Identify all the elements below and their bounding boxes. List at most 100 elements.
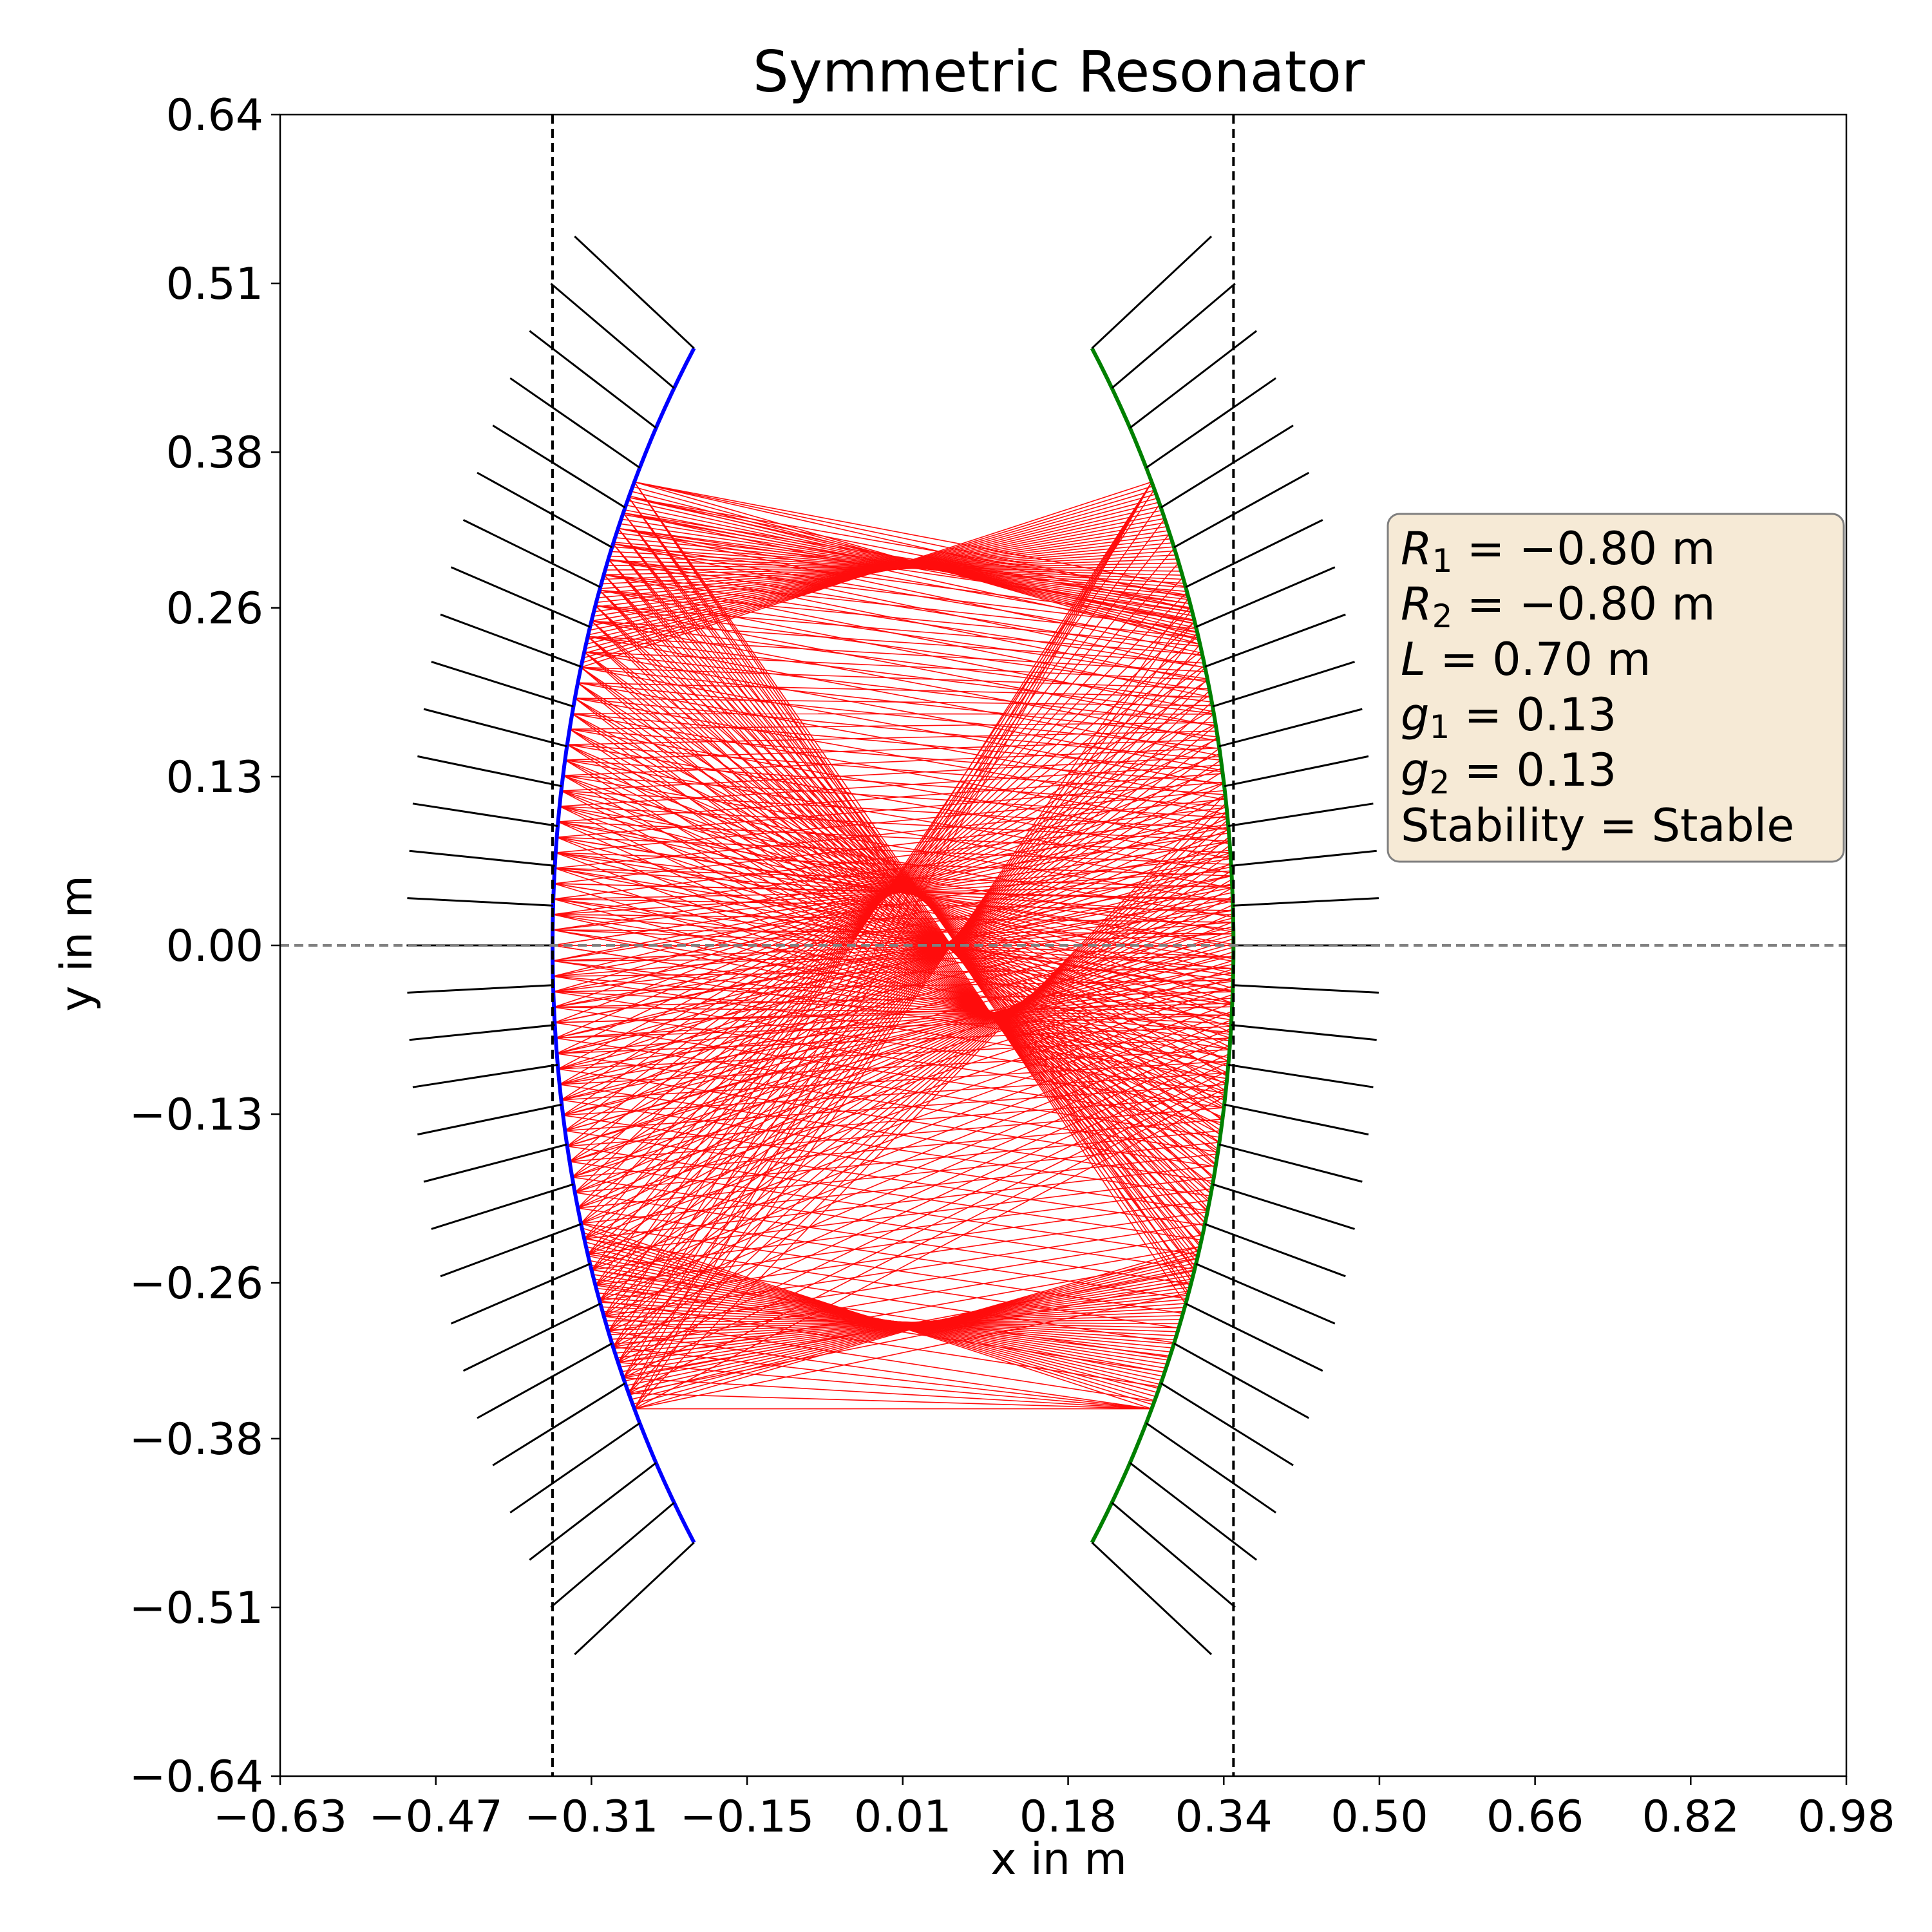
ray-line: [628, 497, 1189, 1296]
x-tick-label: 0.98: [1797, 1792, 1895, 1842]
hatch-line: [1160, 424, 1294, 509]
ray-line: [618, 527, 1203, 1238]
hatch-line: [1111, 283, 1236, 389]
ray-envelope-line: [629, 1258, 1198, 1396]
ray-line: [564, 759, 1218, 1152]
ray-line: [565, 1130, 1205, 1226]
hatch-line: [509, 377, 641, 469]
ray-line: [629, 1392, 1152, 1410]
ray-line: [591, 1019, 1232, 1271]
ray-line: [612, 543, 1195, 1271]
ray-line: [603, 667, 1206, 1317]
hatch-line: [1231, 1024, 1377, 1041]
ray-line: [572, 1119, 1223, 1178]
ray-line: [553, 815, 1227, 900]
hatch-line: [1212, 661, 1355, 708]
ray-line: [577, 904, 1233, 1209]
ray-line: [574, 977, 1234, 1193]
parameter-line: L = 0.70 m: [1401, 633, 1651, 686]
ray-envelope-line: [630, 1254, 1198, 1400]
hatch-line: [550, 283, 675, 389]
hatch-line: [1212, 1183, 1355, 1230]
ray-line: [553, 968, 1234, 977]
ray-line: [594, 605, 1203, 1237]
parameters-box-background: [1387, 513, 1845, 863]
hatch-line: [462, 1302, 601, 1372]
hatch-line: [407, 984, 553, 994]
ray-line: [591, 620, 1218, 742]
ray-line: [556, 837, 1224, 1110]
ray-line: [561, 1061, 1229, 1101]
hatch-line: [409, 849, 555, 867]
x-tick-label: 0.01: [854, 1792, 951, 1842]
ray-line: [594, 605, 1210, 1201]
hatch-line: [1146, 377, 1276, 469]
ray-fan: [552, 481, 1234, 1410]
ray-envelope-line: [625, 504, 1196, 625]
hatch-line: [1129, 330, 1258, 429]
hatch-line: [574, 1542, 695, 1656]
ray-line: [634, 481, 1186, 587]
y-tick-label: −0.26: [129, 1258, 263, 1309]
ray-envelope-line: [624, 1270, 1195, 1382]
ray-line: [558, 821, 1234, 933]
ray-line: [608, 836, 1230, 1332]
ray-line: [634, 481, 1192, 610]
ray-line: [555, 852, 1232, 876]
ray-line: [603, 1315, 1155, 1402]
hatch-line: [1195, 566, 1336, 628]
ray-line: [623, 512, 1191, 1288]
ray-line: [554, 867, 1233, 977]
ray-line: [607, 558, 1204, 1236]
x-tick-label: 0.18: [1019, 1792, 1117, 1842]
ray-line: [567, 951, 1234, 1147]
ray-line: [618, 527, 1193, 1279]
ray-line: [608, 558, 1209, 683]
hatch-line: [1173, 1342, 1310, 1419]
x-tick-label: 0.82: [1642, 1792, 1739, 1842]
y-tick-label: 0.38: [166, 428, 263, 478]
ray-line: [608, 558, 1197, 630]
ray-line: [561, 790, 1233, 904]
ray-line: [591, 620, 1212, 703]
hatch-line: [1146, 1422, 1276, 1514]
ray-line: [580, 1222, 1184, 1314]
ray-envelope-line: [629, 495, 1198, 633]
hatch-line: [1160, 1382, 1294, 1466]
ray-line: [553, 976, 1227, 1079]
hatch-line: [431, 661, 574, 708]
ray-line: [574, 697, 1228, 1077]
ray-line: [612, 543, 1201, 1247]
ray-line: [553, 991, 1226, 1094]
hatch-line: [407, 897, 553, 907]
ray-line: [634, 481, 1189, 1294]
ray-envelope-line: [627, 500, 1197, 629]
hatch-line: [412, 802, 558, 828]
mirror-2-surface-hatching: [1091, 235, 1379, 1656]
parameter-line: R1 = −0.80 m: [1401, 522, 1716, 580]
x-tick-label: 0.34: [1175, 1792, 1273, 1842]
ray-line: [559, 806, 1230, 1050]
hatch-line: [1091, 1542, 1213, 1656]
ray-line: [569, 728, 1230, 844]
ray-line: [628, 497, 1196, 1268]
ray-line: [567, 1146, 1202, 1241]
ray-line: [559, 1084, 1213, 1182]
hatch-line: [574, 235, 695, 349]
ray-line: [569, 728, 1216, 1169]
x-tick-label: 0.66: [1486, 1792, 1584, 1842]
ray-line: [562, 775, 1220, 1144]
ray-line: [552, 929, 1231, 1036]
ray-line: [567, 1095, 1226, 1147]
hatch-line: [492, 424, 626, 509]
parameters-box: R1 = −0.80 mR2 = −0.80 mL = 0.70 mg1 = 0…: [1387, 513, 1845, 863]
ray-envelope-line: [627, 1262, 1197, 1391]
x-tick-label: −0.63: [213, 1792, 347, 1842]
ray-line: [577, 682, 1220, 1143]
ray-line: [555, 998, 1233, 1039]
y-axis-ticks: 0.64 0.51 0.38 0.26 0.13 0.00 −0.13 −0.26 −0.38 −…: [129, 90, 280, 1803]
hatch-line: [462, 519, 601, 589]
ray-line: [574, 697, 1213, 1186]
ray-line: [559, 840, 1230, 1085]
ray-line: [599, 853, 1231, 1302]
